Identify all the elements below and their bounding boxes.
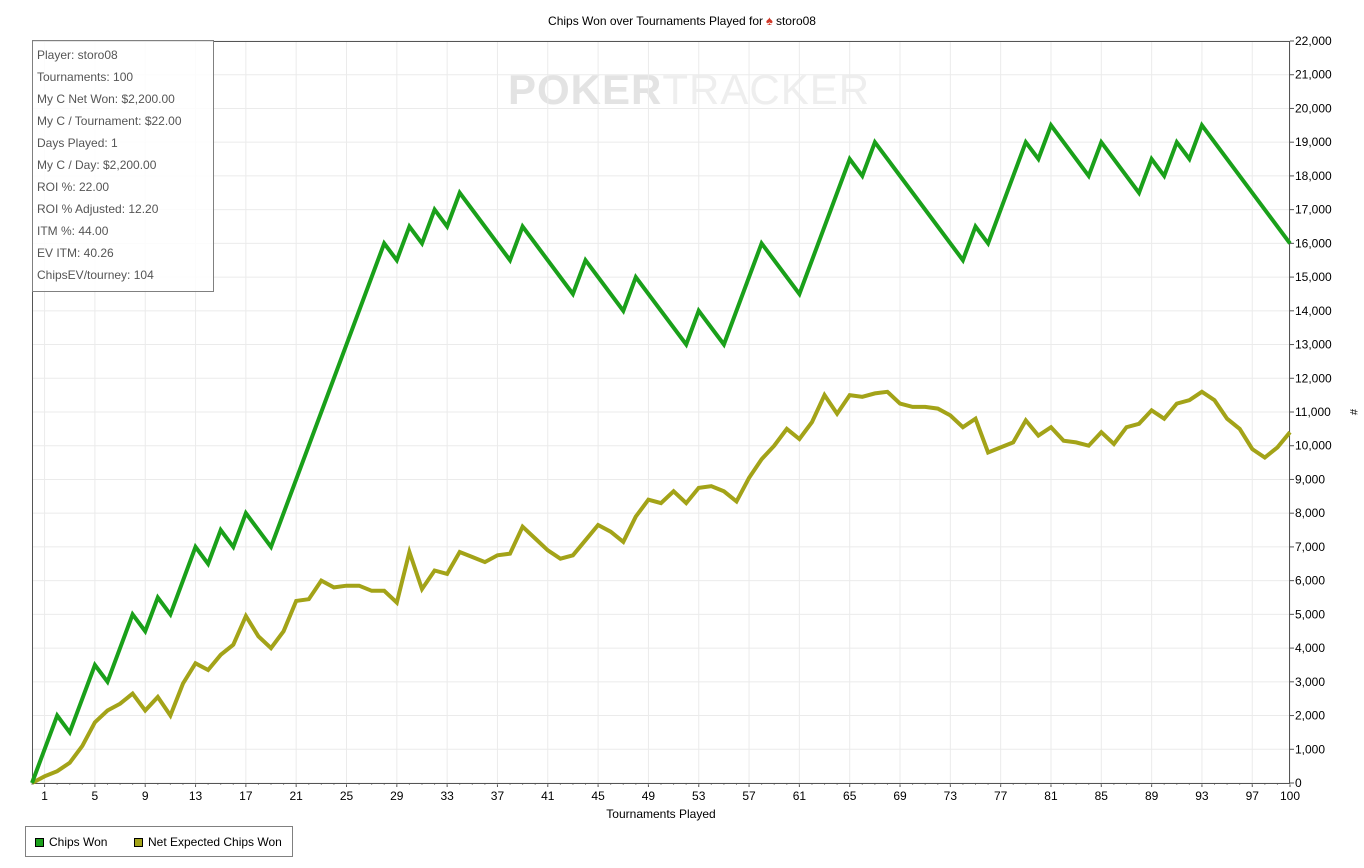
series-line-net-expected-chips-won [31, 389, 1292, 785]
y-tick-label: 1,000 [1295, 742, 1325, 756]
y-tick-label: 20,000 [1295, 101, 1332, 115]
stats-row: ROI % Adjusted: 12.20 [37, 202, 159, 216]
pokertracker-watermark: POKERTRACKER [508, 66, 871, 113]
x-tick-label: 100 [1280, 789, 1300, 803]
x-tick-label: 73 [944, 789, 958, 803]
chart-title-player: storo08 [775, 14, 816, 28]
x-tick-label: 65 [843, 789, 857, 803]
stats-row: My C / Tournament: $22.00 [37, 114, 182, 128]
y-tick-label: 13,000 [1295, 338, 1332, 352]
x-tick-label: 5 [92, 789, 99, 803]
y-tick-label: 10,000 [1295, 439, 1332, 453]
y-tick-label: 3,000 [1295, 675, 1325, 689]
y-tick-label: 14,000 [1295, 304, 1332, 318]
x-tick-label: 21 [290, 789, 304, 803]
stats-row: Player: storo08 [37, 48, 118, 62]
chart-title: Chips Won over Tournaments Played for ♠ st… [0, 13, 1364, 28]
x-tick-label: 81 [1044, 789, 1058, 803]
y-tick-label: 21,000 [1295, 68, 1332, 82]
y-tick-label: 4,000 [1295, 641, 1325, 655]
series [30, 121, 1292, 785]
chart-title-text: Chips Won over Tournaments Played for [548, 14, 764, 28]
stats-row: Days Played: 1 [37, 136, 118, 150]
y-tick-label: 18,000 [1295, 169, 1332, 183]
stats-row: Tournaments: 100 [37, 70, 134, 84]
y-tick-label: 7,000 [1295, 540, 1325, 554]
plot-frame [32, 41, 1290, 784]
y-tick-label: 12,000 [1295, 371, 1332, 385]
x-tick-label: 29 [390, 789, 404, 803]
y-tick-label: 11,000 [1295, 405, 1331, 419]
stats-row: My C Net Won: $2,200.00 [37, 92, 175, 106]
x-tick-label: 57 [742, 789, 756, 803]
x-tick-label: 61 [793, 789, 807, 803]
y-tick-label: 9,000 [1295, 472, 1325, 486]
x-tick-label: 9 [142, 789, 149, 803]
y-tick-label: 22,000 [1295, 34, 1332, 48]
x-tick-label: 49 [642, 789, 656, 803]
stats-row: ROI %: 22.00 [37, 180, 110, 194]
stats-panel: Player: storo08 Tournaments: 100 My C Net … [32, 40, 214, 292]
stats-row: EV ITM: 40.26 [37, 246, 114, 260]
x-tick-label: 33 [440, 789, 454, 803]
x-tick-label: 1 [41, 789, 48, 803]
y-tick-label: 5,000 [1295, 607, 1325, 621]
legend-swatch [134, 838, 143, 847]
x-tick-label: 97 [1246, 789, 1260, 803]
legend-swatch [35, 838, 44, 847]
legend-item-net-expected-chips-won[interactable]: Net Expected Chips Won [134, 835, 282, 849]
y-tick-label: 15,000 [1295, 270, 1332, 284]
legend-label: Net Expected Chips Won [148, 835, 282, 849]
legend-label: Chips Won [49, 835, 108, 849]
x-tick-label: 13 [189, 789, 203, 803]
axes: 0 1,000 2,000 3,000 4,000 5,000 6,000 7,000 8,00… [31, 34, 1359, 821]
stats-row: My C / Day: $2,200.00 [37, 158, 157, 172]
x-tick-label: 53 [692, 789, 706, 803]
x-tick-label: 25 [340, 789, 354, 803]
y-tick-label: 16,000 [1295, 236, 1332, 250]
x-tick-label: 69 [893, 789, 907, 803]
x-tick-label: 37 [491, 789, 505, 803]
x-tick-label: 89 [1145, 789, 1159, 803]
y-tick-label: 19,000 [1295, 135, 1332, 149]
grid [32, 40, 1291, 784]
y-tick-label: 2,000 [1295, 709, 1325, 723]
y-tick-label: 0 [1295, 776, 1302, 790]
x-tick-label: 41 [541, 789, 555, 803]
x-tick-label: 45 [591, 789, 605, 803]
stats-row: ChipsEV/tourney: 104 [37, 268, 154, 282]
x-tick-label: 77 [994, 789, 1008, 803]
legend-item-chips-won[interactable]: Chips Won [35, 835, 107, 849]
x-tick-label: 93 [1195, 789, 1209, 803]
y-tick-label: 17,000 [1295, 203, 1332, 217]
x-tick-label: 17 [239, 789, 253, 803]
x-axis-label: Tournaments Played [606, 807, 715, 821]
stats-row: ITM %: 44.00 [37, 224, 109, 238]
series-line-chips-won [30, 121, 1292, 784]
y-tick-label: 6,000 [1295, 574, 1325, 588]
y-axis-label: # [1347, 409, 1359, 416]
spade-icon: ♠ [766, 13, 773, 28]
legend: Chips Won Net Expected Chips Won [25, 826, 293, 857]
x-tick-label: 85 [1095, 789, 1109, 803]
y-tick-label: 8,000 [1295, 506, 1325, 520]
